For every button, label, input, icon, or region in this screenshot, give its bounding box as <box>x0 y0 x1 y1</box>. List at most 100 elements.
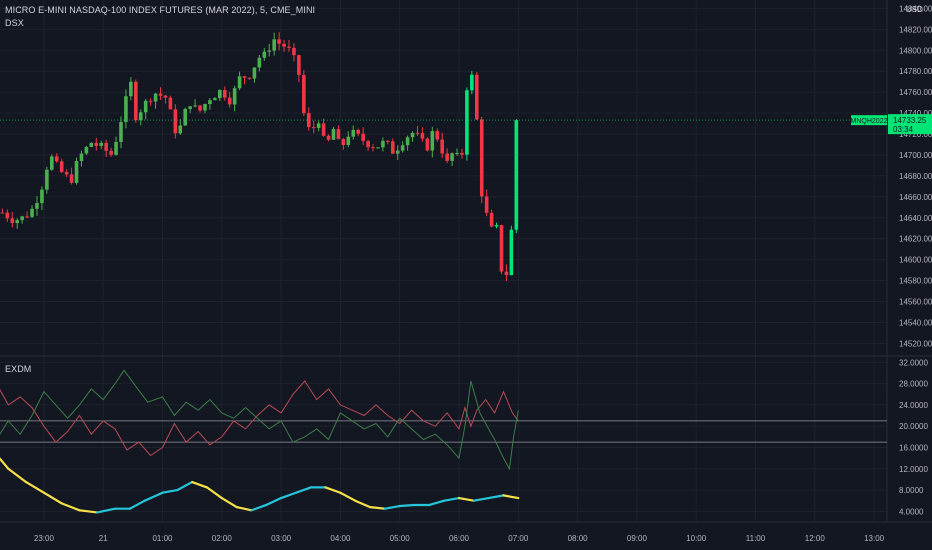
candle-body <box>341 139 346 145</box>
candle-body <box>208 100 212 105</box>
candle-body <box>272 39 276 51</box>
candle-body <box>504 271 509 276</box>
smooth-line-segment <box>25 480 46 494</box>
candle-body <box>54 156 59 162</box>
candle-body <box>361 133 365 141</box>
candle-body <box>203 104 207 111</box>
candle-body <box>346 136 351 145</box>
smooth-line-segment <box>161 488 179 494</box>
time-axis-label: 02:00 <box>212 534 233 543</box>
smooth-line-segment <box>143 491 164 502</box>
time-axis-label: 08:00 <box>568 534 589 543</box>
candle-body <box>74 161 79 183</box>
smooth-line-segment <box>250 503 268 512</box>
price-axis-label: 14560.00 <box>899 298 932 307</box>
candle-body <box>158 93 163 96</box>
price-axis-label: 14820.00 <box>899 25 932 34</box>
smooth-line-segment <box>294 486 312 494</box>
candle-body <box>445 153 449 161</box>
candle-body <box>460 152 464 155</box>
candle-body <box>257 57 262 68</box>
candle-body <box>237 76 242 89</box>
candle-body <box>390 141 395 154</box>
smooth-line-segment <box>265 496 283 507</box>
time-axis-label: 05:00 <box>390 534 411 543</box>
overlay-label: DSX <box>5 18 24 28</box>
time-axis-label: 09:00 <box>627 534 648 543</box>
smooth-line-segment <box>487 494 505 500</box>
smooth-line-segment <box>235 505 253 512</box>
candle-body <box>499 225 504 272</box>
time-axis-label: 03:00 <box>271 534 292 543</box>
chart-title: MICRO E-MINI NASDAQ-100 INDEX FUTURES (M… <box>5 5 316 15</box>
candle-body <box>282 43 286 47</box>
candle-body <box>104 142 108 151</box>
candle-body <box>79 153 84 162</box>
candle-body <box>410 132 415 138</box>
candle-body <box>381 140 385 148</box>
price-axis-label: 14800.00 <box>899 46 932 55</box>
candle-body <box>351 129 356 137</box>
price-axis-label: 14760.00 <box>899 88 932 97</box>
candle-body <box>489 212 494 227</box>
candle-body <box>163 95 168 98</box>
time-axis-label: 23:00 <box>34 534 55 543</box>
indicator-label: EXDM <box>5 364 32 374</box>
candle-body <box>222 89 227 98</box>
smooth-line-segment <box>368 505 386 510</box>
candle-body <box>366 140 370 148</box>
candle-body <box>262 51 267 58</box>
candle-body <box>514 120 519 230</box>
candle-body <box>227 97 232 105</box>
indicator-smooth-line <box>0 457 520 514</box>
smooth-line-segment <box>472 496 490 502</box>
price-axis-label: 14540.00 <box>899 318 932 327</box>
candle-body <box>321 123 326 136</box>
price-axis-label: 14740.00 <box>899 109 932 118</box>
candle-body <box>252 67 257 79</box>
time-axis-label: 21 <box>99 534 108 543</box>
smooth-line-segment <box>7 467 28 484</box>
candle-body <box>10 218 15 224</box>
candle-body <box>430 131 435 151</box>
candle-body <box>277 39 281 44</box>
candle-body <box>183 108 188 126</box>
candle-body <box>400 145 405 151</box>
candle-body <box>198 105 202 111</box>
candle-body <box>371 147 375 149</box>
candle-body <box>173 109 178 134</box>
candle-body <box>114 142 118 155</box>
candle-body <box>316 123 321 128</box>
candle-body <box>35 203 39 209</box>
candle-body <box>134 81 138 121</box>
candle-body <box>0 212 5 214</box>
candle-body <box>99 142 104 146</box>
candlestick-series <box>0 32 519 281</box>
candle-body <box>474 74 479 120</box>
time-axis-label: 04:00 <box>330 534 351 543</box>
indicator-axis-label: 12.0000 <box>899 465 928 474</box>
candle-body <box>30 208 34 217</box>
candle-body <box>124 96 128 123</box>
candle-body <box>129 81 133 97</box>
candle-body <box>109 150 113 155</box>
smooth-line-segment <box>502 494 520 500</box>
smooth-line-segment <box>96 507 117 514</box>
candle-body <box>287 46 291 48</box>
candle-body <box>395 150 400 154</box>
candle-body <box>188 106 192 109</box>
time-axis-label: 10:00 <box>686 534 707 543</box>
candle-body <box>455 152 459 154</box>
candle-body <box>509 229 514 276</box>
candle-body <box>94 142 99 146</box>
candle-body <box>331 129 336 140</box>
candle-body <box>20 216 24 221</box>
candle-body <box>450 153 454 161</box>
candle-body <box>440 139 444 154</box>
symbol-tag-label: MNQH2022 <box>851 118 888 125</box>
candle-body <box>292 47 296 56</box>
candle-body <box>494 225 499 227</box>
candle-body <box>465 90 469 155</box>
candle-body <box>148 100 153 102</box>
